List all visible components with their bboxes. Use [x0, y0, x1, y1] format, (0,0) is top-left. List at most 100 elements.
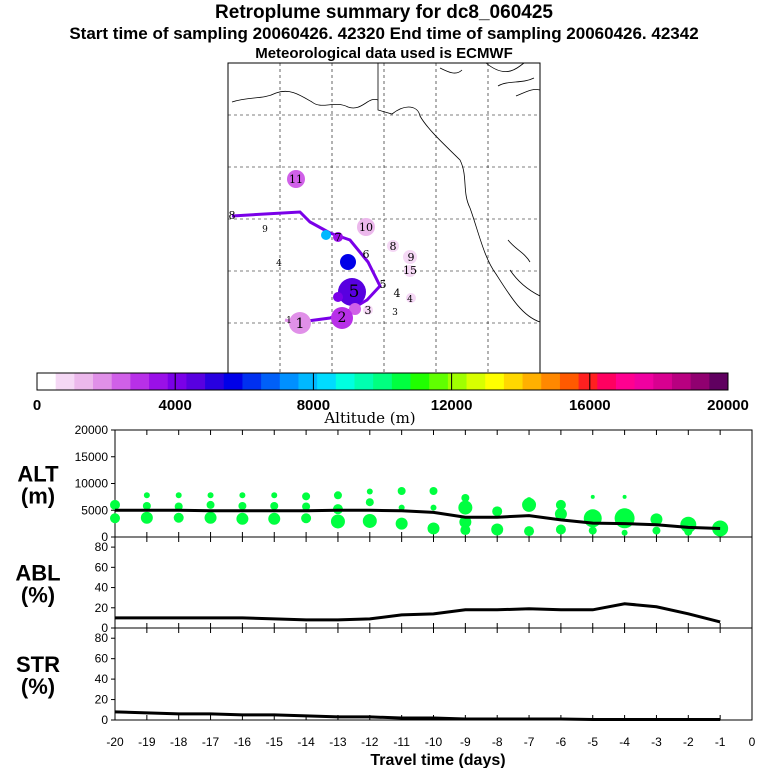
colorbar-swatch	[93, 373, 113, 390]
colorbar-swatch	[37, 373, 57, 390]
y-tick-label: 0	[101, 621, 108, 635]
scatter-point	[430, 504, 437, 511]
x-tick-label: -3	[651, 735, 662, 749]
panel-ylabel: STR	[16, 652, 60, 677]
colorbar-swatch	[242, 373, 262, 390]
colorbar-tick-label: 12000	[431, 397, 473, 414]
colorbar-swatch	[466, 373, 486, 390]
scatter-point	[650, 513, 663, 526]
colorbar-swatch	[261, 373, 281, 390]
x-tick-label: 0	[749, 735, 756, 749]
scatter-point	[590, 494, 595, 499]
y-tick-label: 0	[101, 530, 108, 544]
scatter-point	[143, 492, 150, 499]
chart-title: Retroplume summary for dc8_060425	[215, 2, 553, 23]
cluster-circle	[333, 232, 343, 242]
panel-abl: 0 20 40 60 80 ABL(%)	[15, 536, 753, 635]
map-label: 8	[229, 209, 236, 222]
cluster-circle	[406, 293, 416, 303]
colorbar-tick-label: 8000	[297, 397, 330, 414]
map-label: 2	[338, 310, 347, 326]
x-tick-label: -8	[492, 735, 503, 749]
x-tick-label: -19	[138, 735, 156, 749]
y-tick-label: 10000	[75, 477, 109, 491]
scatter-point	[397, 486, 406, 495]
scatter-point	[366, 488, 373, 495]
scatter-point	[362, 513, 377, 528]
y-tick-label: 80	[95, 540, 109, 554]
colorbar-swatch	[74, 373, 94, 390]
x-tick-label: -1	[715, 735, 726, 749]
map-label: 4	[276, 259, 282, 269]
map-label: 3	[365, 304, 372, 317]
map-label: 7	[335, 231, 342, 244]
colorbar-swatch	[578, 373, 598, 390]
x-tick-label: -2	[683, 735, 694, 749]
y-tick-label: 0	[101, 713, 108, 727]
map-label: 6	[363, 248, 370, 261]
scatter-point	[207, 492, 214, 499]
y-tick-label: 5000	[81, 503, 108, 517]
scatter-point	[175, 492, 182, 499]
scatter-point	[238, 501, 247, 510]
panel-ylabel: (m)	[21, 484, 55, 509]
cluster-circle	[340, 254, 356, 270]
colorbar-swatch	[690, 373, 710, 390]
x-tick-label: -12	[361, 735, 379, 749]
x-tick-label: -20	[106, 735, 124, 749]
trajectory-map: 11 10 9 8 15 5 4 3 2 1 6 7 9 8 4 5 4 3 1	[227, 62, 541, 374]
scatter-point	[333, 491, 342, 500]
series-line	[115, 602, 721, 624]
colorbar-swatch	[522, 373, 542, 390]
scatter-point	[429, 486, 438, 495]
x-tick-label: -14	[297, 735, 315, 749]
cluster-circle	[338, 278, 366, 306]
colorbar-tick-label: 0	[33, 397, 41, 414]
colorbar-swatch	[634, 373, 654, 390]
colorbar-swatch	[130, 373, 150, 390]
cluster-circle	[357, 218, 375, 236]
scatter-point	[621, 529, 628, 536]
y-tick-label: 40	[95, 672, 109, 686]
scatter-point	[206, 500, 215, 509]
cluster-circle	[321, 230, 331, 240]
colorbar-swatch	[653, 373, 673, 390]
colorbar-swatch	[298, 373, 318, 390]
panel-alt: 0 5000 10000 15000 20000 ALT(m)	[17, 423, 753, 544]
cluster-circle	[404, 265, 416, 277]
map-label: 3	[392, 308, 398, 318]
cluster-circle	[403, 250, 417, 264]
scatter-point	[491, 523, 504, 536]
x-tick-label: -4	[619, 735, 630, 749]
colorbar-label: Altitude (m)	[323, 409, 415, 427]
scatter-point	[427, 522, 440, 535]
colorbar-swatch	[615, 373, 636, 390]
map-label: 11	[289, 173, 303, 186]
colorbar-swatch	[317, 373, 337, 390]
cluster-circle	[331, 307, 353, 329]
coastline	[231, 62, 541, 323]
colorbar-swatch	[279, 373, 299, 390]
colorbar-swatch	[373, 373, 393, 390]
colorbar-swatch	[485, 373, 505, 390]
series-line	[114, 710, 721, 721]
panel-ylabel: (%)	[21, 583, 55, 608]
y-tick-label: 20	[95, 693, 109, 707]
map-label: 4	[407, 295, 413, 305]
map-label: 9	[408, 251, 415, 264]
series-line	[115, 508, 721, 530]
sampling-times: Start time of sampling 20060426. 42320 E…	[69, 24, 699, 43]
panel-frame	[114, 627, 753, 721]
colorbar-tick-label: 20000	[707, 397, 749, 414]
y-tick-label: 15000	[75, 450, 109, 464]
scatter-point	[622, 494, 627, 499]
colorbar-swatch	[447, 373, 468, 390]
cluster-circle	[287, 170, 305, 188]
colorbar-swatch	[541, 373, 561, 390]
colorbar-swatch	[597, 373, 617, 390]
scatter-point	[522, 497, 537, 512]
colorbar-swatch	[410, 373, 430, 390]
panel-ylabel: (%)	[21, 674, 55, 699]
